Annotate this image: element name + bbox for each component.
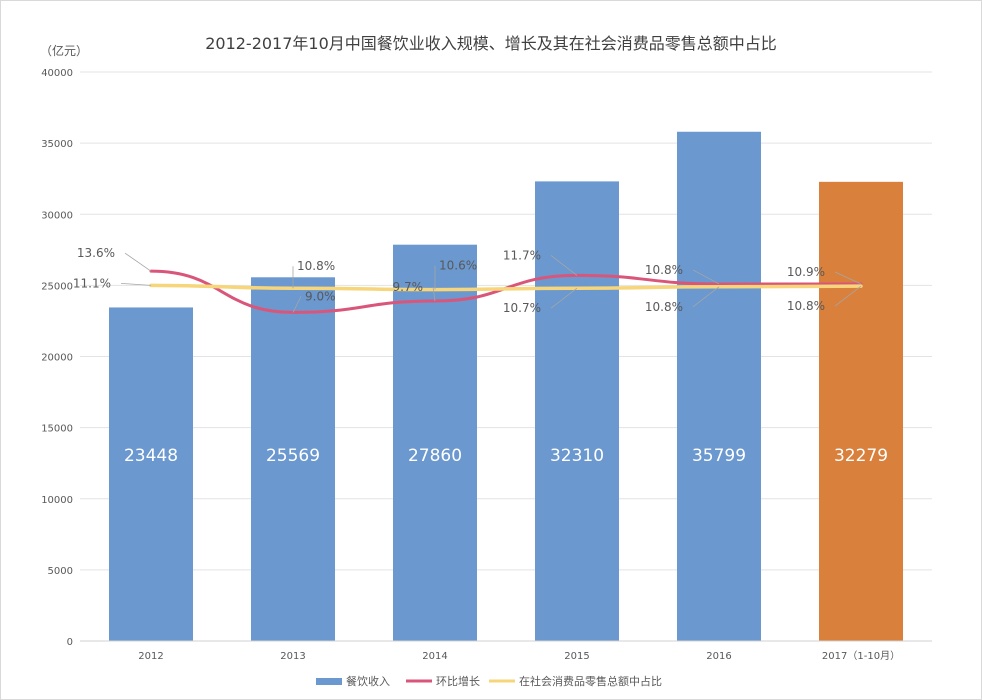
label-layer: 23448 25569 27860 32310 35799 32279 13.6% 9.0% 9… (73, 246, 888, 466)
point-data-label: 11.7% (503, 248, 541, 262)
line-layer (149, 269, 863, 314)
bar-data-label: 32279 (834, 446, 888, 466)
point-data-label: 10.9% (787, 265, 825, 279)
point-data-label: 10.7% (503, 301, 541, 315)
y-tick-label: 30000 (41, 210, 73, 221)
legend-layer: 餐饮收入 环比增长 在社会消费品零售总额中占比 (316, 674, 662, 688)
point-data-label: 10.8% (645, 263, 683, 277)
leader-line (550, 287, 578, 309)
bar-data-label: 25569 (266, 446, 320, 466)
point-data-label: 10.6% (439, 259, 477, 273)
bar (251, 277, 335, 641)
x-tick-label: 2015 (564, 651, 589, 662)
x-tick-label: 2013 (280, 651, 305, 662)
bar (535, 181, 619, 641)
chart-title: 2012-2017年10月中国餐饮业收入规模、增长及其在社会消费品零售总额中占比 (205, 34, 777, 53)
y-tick-label: 40000 (41, 68, 73, 79)
legend-label: 环比增长 (436, 674, 480, 688)
point-data-label: 10.8% (297, 259, 335, 273)
x-tick-label: 2012 (138, 651, 163, 662)
bar (109, 307, 193, 641)
legend-label: 在社会消费品零售总额中占比 (519, 674, 662, 688)
x-tick-label: 2016 (706, 651, 731, 662)
point-data-label: 11.1% (73, 276, 111, 290)
leader-line (292, 296, 302, 313)
point-data-label: 10.8% (645, 300, 683, 314)
leader-line (692, 286, 720, 308)
leader-line (692, 269, 720, 285)
bar (677, 131, 761, 642)
point-data-label: 13.6% (77, 246, 115, 260)
y-axis-unit: （亿元） (40, 43, 88, 58)
point-data-label: 9.0% (305, 289, 336, 303)
leader-line (834, 271, 862, 285)
bar-layer (109, 131, 903, 642)
leader-line (120, 282, 152, 286)
leader-line (432, 286, 436, 302)
legend-swatch-bars (316, 678, 342, 685)
y-tick-label: 0 (67, 637, 73, 648)
bar-data-label: 35799 (692, 446, 746, 466)
axis-layer: 0 5000 10000 15000 20000 25000 30000 35000 40000… (41, 68, 932, 662)
point-data-label: 9.7% (393, 280, 424, 294)
legend-label: 餐饮收入 (346, 674, 390, 688)
leader-line (834, 285, 862, 307)
y-tick-label: 5000 (48, 566, 73, 577)
bar-data-label: 32310 (550, 446, 604, 466)
x-tick-label: 2017（1-10月） (822, 650, 900, 662)
series-line (149, 269, 863, 314)
bar (819, 181, 903, 641)
leader-line (124, 252, 152, 272)
series-line (149, 283, 863, 292)
bar (393, 244, 477, 641)
y-tick-label: 35000 (41, 139, 73, 150)
leader-line (550, 255, 578, 276)
y-tick-label: 20000 (41, 353, 73, 364)
y-tick-label: 15000 (41, 424, 73, 435)
y-tick-label: 25000 (41, 281, 73, 292)
bar-data-label: 23448 (124, 446, 178, 466)
point-data-label: 10.8% (787, 299, 825, 313)
bar-data-label: 27860 (408, 446, 462, 466)
y-tick-label: 10000 (41, 495, 73, 506)
x-tick-label: 2014 (422, 651, 447, 662)
